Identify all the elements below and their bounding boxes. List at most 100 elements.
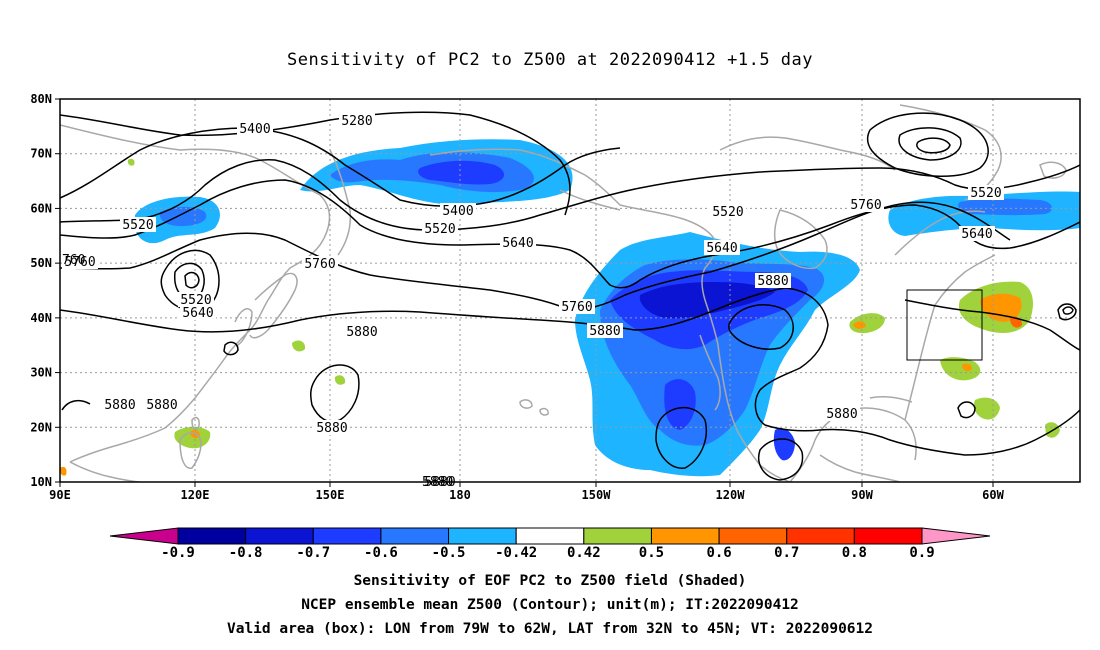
coast-hawaii bbox=[519, 399, 533, 409]
contour-label-5760: 5760 bbox=[850, 198, 881, 213]
colorbar-left-arrow bbox=[109, 527, 179, 545]
contour-label-5760: 5760 bbox=[64, 255, 95, 270]
colorbar-segment-4 bbox=[448, 527, 517, 545]
contour-label-bg bbox=[710, 204, 746, 219]
contour-label-bg bbox=[704, 240, 740, 255]
colorbar-label-7: 0.5 bbox=[639, 545, 664, 561]
colorbar-segment-6 bbox=[583, 527, 652, 545]
shade-caribbean-green bbox=[940, 357, 981, 381]
coast-cuba bbox=[869, 396, 913, 403]
lon-label-1: 120E bbox=[181, 488, 210, 502]
lat-label-10N: 10N bbox=[30, 475, 52, 489]
caption-valid-area: Valid area (box): LON from 79W to 62W, L… bbox=[226, 621, 873, 637]
contour-label-5400: 5400 bbox=[442, 204, 473, 219]
contour-label-5880: 5880 bbox=[826, 407, 857, 422]
colorbar-segment-9 bbox=[786, 527, 855, 545]
colorbar-segment-2 bbox=[312, 527, 382, 545]
contour-low-pole-inner bbox=[898, 127, 962, 161]
colorbar-label-11: 0.9 bbox=[909, 545, 934, 561]
coast-kamchatka bbox=[329, 149, 352, 256]
contour-low-west-core bbox=[184, 271, 200, 289]
map-title: Sensitivity of PC2 to Z500 at 2022090412… bbox=[286, 50, 813, 70]
shade-gulf-orange bbox=[853, 321, 866, 329]
shade-small-green-2 bbox=[292, 340, 306, 352]
contour-label-bg bbox=[62, 254, 98, 269]
contour-high-center bbox=[728, 304, 794, 350]
contour-label-bg bbox=[314, 420, 350, 435]
lon-label-0: 90E bbox=[49, 488, 71, 502]
shade-caribbean-orange bbox=[962, 363, 972, 372]
colorbar-label-5: -0.42 bbox=[495, 545, 537, 561]
contour-label-bg bbox=[440, 203, 476, 218]
contour-5400 bbox=[60, 127, 621, 207]
sensitivity-shading bbox=[60, 139, 1080, 477]
shade-gulf-blue bbox=[773, 428, 795, 461]
colorbar-segment-8 bbox=[718, 527, 788, 545]
contour-ring-1 bbox=[310, 364, 360, 423]
lat-label-20N: 20N bbox=[30, 420, 52, 434]
contour-label-bg bbox=[339, 113, 375, 128]
contour-label-bg bbox=[848, 197, 884, 212]
contour-label-5280: 5280 bbox=[341, 114, 372, 129]
contour-label-bg bbox=[120, 217, 156, 232]
contour-label-partial-760: 760 bbox=[62, 253, 85, 268]
colorbar-label-10: 0.8 bbox=[842, 545, 867, 561]
colorbar-segment-0 bbox=[177, 527, 247, 545]
shade-atlantic-orange bbox=[980, 293, 1022, 322]
contour-label-bg bbox=[559, 299, 595, 314]
colorbar-segment-7 bbox=[650, 527, 720, 545]
contour-label-bg bbox=[422, 221, 458, 236]
lat-label-80N: 80N bbox=[30, 92, 52, 106]
contour-label-5520: 5520 bbox=[122, 218, 153, 233]
lat-label-30N: 30N bbox=[30, 366, 52, 380]
contour-low-pole bbox=[866, 112, 989, 177]
lon-label-5: 120W bbox=[716, 488, 746, 502]
colorbar-label-1: -0.8 bbox=[229, 545, 263, 561]
contour-label-bg bbox=[587, 323, 623, 338]
longitude-labels: 90E 120E 150E 180 150W 120W 90W 60W bbox=[49, 482, 1005, 502]
colorbar-segment-5 bbox=[515, 527, 585, 545]
contour-label-5880: 5880 bbox=[316, 421, 347, 436]
lon-label-2: 150E bbox=[316, 488, 345, 502]
shade-gulf-green bbox=[849, 313, 885, 334]
contour-5520-west bbox=[60, 159, 881, 231]
contour-low-pole-core bbox=[916, 137, 951, 154]
colorbar-label-3: -0.6 bbox=[364, 545, 398, 561]
contour-label-5520: 5520 bbox=[712, 205, 743, 220]
shade-north-pacific-dark bbox=[418, 160, 505, 185]
contour-label-bg bbox=[344, 324, 380, 339]
lon-label-7: 60W bbox=[982, 488, 1004, 502]
colorbar-segment-1 bbox=[245, 527, 314, 545]
contour-label-5520: 5520 bbox=[424, 222, 455, 237]
coastlines bbox=[60, 104, 1067, 482]
coast-japan bbox=[249, 272, 298, 339]
contour-label-5640: 5640 bbox=[182, 306, 213, 321]
contour-label-bg bbox=[102, 397, 138, 412]
coast-central-america bbox=[819, 454, 901, 482]
contour-label-bg bbox=[500, 235, 536, 250]
valid-area-box bbox=[906, 289, 983, 361]
contour-ring-small-2 bbox=[1057, 303, 1077, 321]
shade-small-green-3 bbox=[334, 375, 346, 385]
contour-label-bg bbox=[959, 226, 995, 241]
coast-alaska bbox=[429, 148, 791, 482]
lon-label-6: 90W bbox=[851, 488, 873, 502]
colorbar-segment-10 bbox=[853, 527, 923, 545]
contour-label-5640: 5640 bbox=[706, 241, 737, 256]
colorbar-right-arrow bbox=[921, 527, 991, 545]
contour-ring-small-1 bbox=[957, 401, 976, 419]
lat-label-60N: 60N bbox=[30, 201, 52, 215]
contour-ring-small-4 bbox=[223, 341, 239, 356]
contour-5880-main bbox=[60, 287, 1080, 456]
colorbar-label-8: 0.6 bbox=[706, 545, 731, 561]
colorbar-label-9: 0.7 bbox=[774, 545, 799, 561]
caption-contour: NCEP ensemble mean Z500 (Contour); unit(… bbox=[301, 597, 799, 613]
contour-label-bg bbox=[178, 292, 214, 307]
contour-ring-3 bbox=[758, 438, 804, 481]
coast-hudson bbox=[773, 209, 828, 270]
lat-label-70N: 70N bbox=[30, 147, 52, 161]
coast-indochina bbox=[69, 461, 141, 482]
contour-label-bg bbox=[237, 121, 273, 136]
shade-baja-blue bbox=[664, 379, 696, 430]
